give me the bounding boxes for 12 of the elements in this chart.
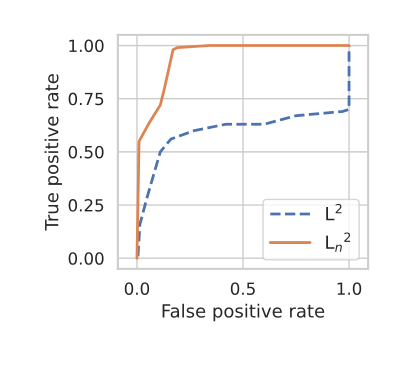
y-tick-label: 1.00 xyxy=(69,39,104,52)
y-tick-label: 0.00 xyxy=(68,252,104,265)
legend-label: L$^{2}$ xyxy=(326,204,342,220)
y-tick-label: 0.25 xyxy=(68,199,104,212)
legend-label: L$_{n}$$^{2}$ xyxy=(326,232,350,252)
x-tick-label: 1.0 xyxy=(338,282,362,295)
y-tick-label: 0.50 xyxy=(68,146,104,158)
y-tick-label: 0.75 xyxy=(68,92,104,106)
y-axis-title: True positive rate xyxy=(44,74,62,231)
x-axis-title: False positive rate xyxy=(162,304,324,322)
x-tick-label: 0.0 xyxy=(124,282,150,295)
x-tick-label: 0.5 xyxy=(230,282,255,295)
